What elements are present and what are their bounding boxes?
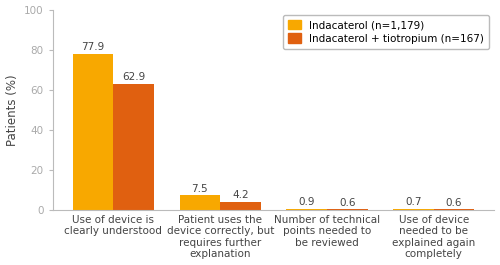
Bar [114,84,154,210]
Text: 62.9: 62.9 [122,73,146,82]
Bar [327,209,368,210]
Bar [434,209,474,210]
Text: 4.2: 4.2 [232,191,249,200]
Bar [286,209,327,210]
Text: 77.9: 77.9 [82,42,105,52]
Bar [180,195,220,210]
Text: 0.7: 0.7 [405,197,421,207]
Text: 0.9: 0.9 [298,197,315,207]
Bar [393,209,434,210]
Text: 0.6: 0.6 [339,198,355,208]
Bar [220,202,261,210]
Text: 7.5: 7.5 [192,184,208,194]
Bar [73,54,114,210]
Y-axis label: Patients (%): Patients (%) [6,74,18,146]
Legend: Indacaterol (n=1,179), Indacaterol + tiotropium (n=167): Indacaterol (n=1,179), Indacaterol + tio… [283,15,489,49]
Text: 0.6: 0.6 [446,198,462,208]
